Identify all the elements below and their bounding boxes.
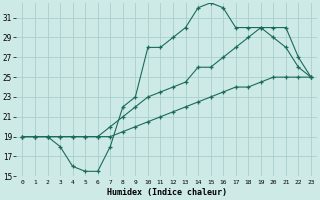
X-axis label: Humidex (Indice chaleur): Humidex (Indice chaleur) (107, 188, 227, 197)
